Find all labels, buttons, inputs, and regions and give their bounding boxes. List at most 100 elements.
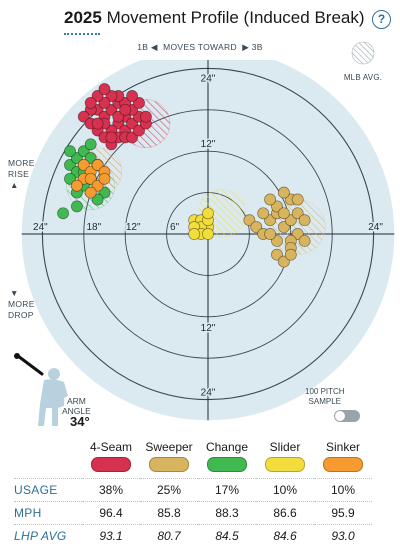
ring-label-6-left: 6" — [170, 222, 180, 233]
pitch-point-sinker — [84, 172, 97, 185]
ring-label-bottom: 24" — [201, 388, 216, 399]
pitcher-figure-icon — [14, 353, 68, 426]
pitch-point-4-seam — [84, 96, 97, 109]
pitch-point-sweeper — [277, 221, 290, 234]
pitch-point-sweeper — [277, 207, 290, 220]
toggle-knob — [335, 411, 345, 421]
usage-value: 10% — [314, 477, 372, 501]
pitch-point-sweeper — [291, 207, 304, 220]
pitch-point-sweeper — [264, 214, 277, 227]
pitch-point-change — [84, 138, 97, 151]
pitch-point-slider — [202, 207, 214, 220]
pitch-point-sinker — [98, 172, 111, 185]
pitch-point-sweeper — [257, 207, 270, 220]
pitch-point-4-seam — [126, 90, 139, 102]
pitch-point-sweeper — [264, 228, 277, 240]
mlb-avg-hatch-icon — [351, 41, 375, 65]
pitch-point-sweeper — [298, 234, 311, 247]
ring-label-18-left: 18" — [86, 222, 101, 233]
pitch-point-change — [77, 145, 90, 158]
pitch-point-sweeper — [271, 248, 283, 261]
pitch-point-change — [98, 186, 111, 199]
pitch-toggle-slider[interactable] — [265, 456, 305, 472]
pitch-point-4-seam — [133, 96, 145, 109]
more-rise-label: MORE RISE ▲ — [8, 158, 35, 190]
sample-toggle[interactable] — [334, 410, 360, 422]
pitch-point-sweeper — [291, 228, 304, 240]
pitch-point-sinker — [77, 159, 90, 171]
usage-value: 38% — [82, 477, 140, 501]
pitch-name-slider: Slider — [269, 440, 301, 454]
pitch-point-change — [64, 145, 76, 158]
lhp-avg-value: 80.7 — [140, 523, 198, 547]
pitch-point-change — [70, 152, 83, 165]
mlb-avg-legend: MLB AVG. — [340, 40, 386, 82]
ring-label-12-left: 12" — [126, 222, 141, 233]
ring-label-12-bottom: 12" — [201, 323, 216, 334]
title-text: Movement Profile (Induced Break) — [106, 8, 365, 27]
pitch-name-change: Change — [205, 440, 249, 454]
pitch-point-4-seam — [98, 96, 111, 109]
pitch-point-sweeper — [243, 214, 256, 227]
mph-value: 88.3 — [198, 500, 256, 524]
pitch-point-sweeper — [291, 193, 304, 206]
usage-value: 17% — [198, 477, 256, 501]
pitch-name-sweeper: Sweeper — [145, 440, 193, 454]
mlb-avg-label: MLB AVG. — [343, 73, 383, 82]
pitch-point-4-seam — [91, 117, 104, 130]
direction-caption: 1B ◀ MOVES TOWARD ▶ 3B — [137, 42, 263, 52]
title-underline — [64, 33, 100, 37]
pitch-point-sweeper — [271, 234, 283, 247]
more-drop-label: ▼ MORE DROP — [8, 288, 35, 320]
pitch-toggle-change[interactable] — [207, 456, 247, 472]
movement-chart: 24" 24" 24" 24" 12" 12" 18" 12" 6" — [21, 60, 395, 421]
lhp-avg-value: 93.0 — [314, 523, 372, 547]
direction-middle: MOVES TOWARD — [163, 42, 237, 52]
pitch-point-4-seam — [126, 131, 139, 144]
pitch-point-4-seam — [105, 131, 118, 144]
pitch-point-sweeper — [277, 255, 290, 268]
pitch-point-4-seam — [77, 110, 90, 123]
pitch-point-sweeper — [271, 200, 283, 213]
lhp-avg-value: 84.6 — [256, 523, 314, 547]
pitch-point-change — [70, 200, 83, 213]
mph-value: 85.8 — [140, 500, 198, 524]
direction-left: 1B — [137, 42, 149, 52]
mph-label: MPH — [14, 500, 82, 524]
pitch-point-4-seam — [91, 90, 104, 102]
pitch-point-change — [91, 193, 104, 206]
pitch-point-sweeper — [277, 186, 290, 199]
pitch-point-4-seam — [133, 124, 145, 137]
pitch-point-4-seam — [105, 103, 118, 116]
sample-label: 100 PITCH SAMPLE — [305, 387, 345, 406]
pitch-point-sweeper — [284, 214, 297, 227]
pitch-point-4-seam — [112, 110, 125, 123]
pitch-point-sinker — [91, 159, 104, 171]
pitch-point-sweeper — [264, 193, 277, 206]
pitch-point-slider — [188, 228, 201, 240]
pitch-point-change — [84, 152, 97, 165]
arm-angle-value: 34° — [70, 414, 90, 429]
pitch-toggle-sweeper[interactable] — [149, 456, 189, 472]
pitch-point-change — [57, 207, 70, 220]
pitch-point-change — [64, 159, 76, 171]
lhp-avg-label: LHP AVG — [14, 523, 82, 547]
arrow-down-icon: ▼ — [10, 288, 19, 298]
mph-value: 86.6 — [256, 500, 314, 524]
pitch-point-4-seam — [119, 103, 132, 116]
pitch-point-sweeper — [284, 248, 297, 261]
arm-angle-label: ARM ANGLE — [62, 396, 91, 416]
mph-value: 96.4 — [82, 500, 140, 524]
pitch-point-slider — [202, 228, 214, 240]
help-button[interactable]: ? — [372, 10, 391, 29]
pitch-point-sinker — [91, 179, 104, 192]
pitch-toggle-sinker[interactable] — [323, 456, 363, 472]
pitch-toggle-4seam[interactable] — [91, 456, 131, 472]
usage-value: 25% — [140, 477, 198, 501]
usage-value: 10% — [256, 477, 314, 501]
ring-label-right: 24" — [368, 222, 383, 233]
page-title: 2025 Movement Profile (Induced Break) — [64, 8, 365, 28]
direction-right: 3B — [251, 42, 263, 52]
lhp-avg-value: 93.1 — [82, 523, 140, 547]
pitch-stats-table: 4-Seam Sweeper Change Slider Sinker USAG… — [14, 438, 372, 547]
